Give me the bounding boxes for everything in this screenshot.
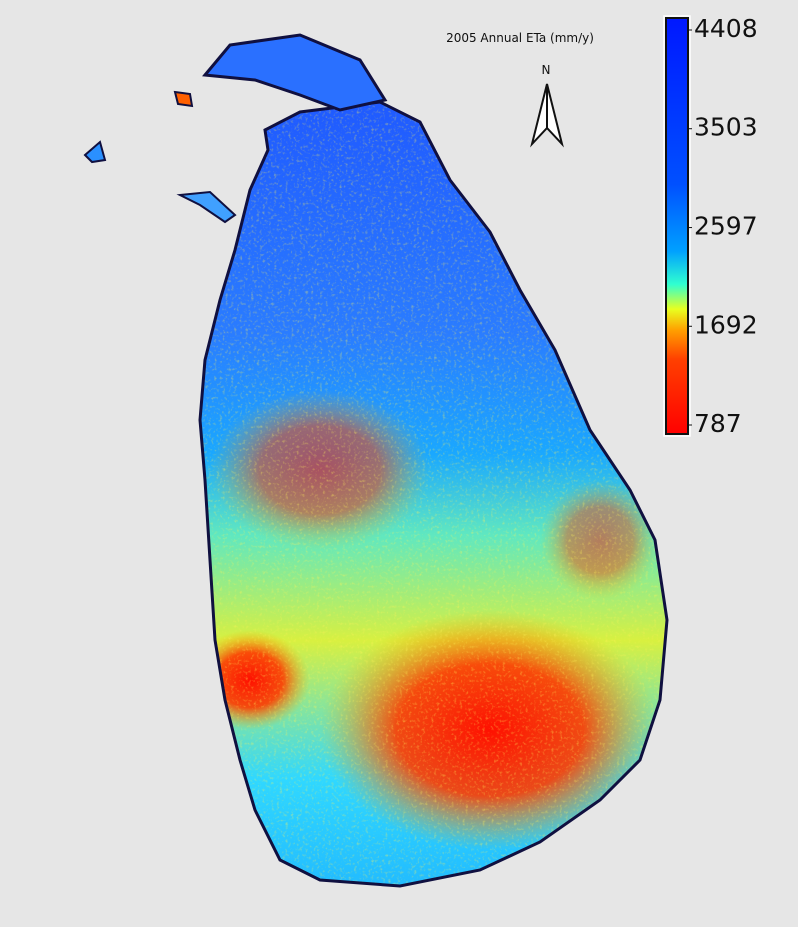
colorbar-tick-label: 787 <box>694 409 742 438</box>
colorbar-tick-label: 4408 <box>694 14 758 43</box>
colorbar-tick-label: 1692 <box>694 310 758 339</box>
colorbar <box>665 17 689 435</box>
north-arrow: N <box>530 63 564 148</box>
colorbar-tick-label: 3503 <box>694 113 758 142</box>
map-title: 2005 Annual ETa (mm/y) <box>446 31 594 45</box>
north-label: N <box>542 63 551 77</box>
colorbar-tick-label: 2597 <box>694 212 758 241</box>
island-raster <box>83 33 669 888</box>
